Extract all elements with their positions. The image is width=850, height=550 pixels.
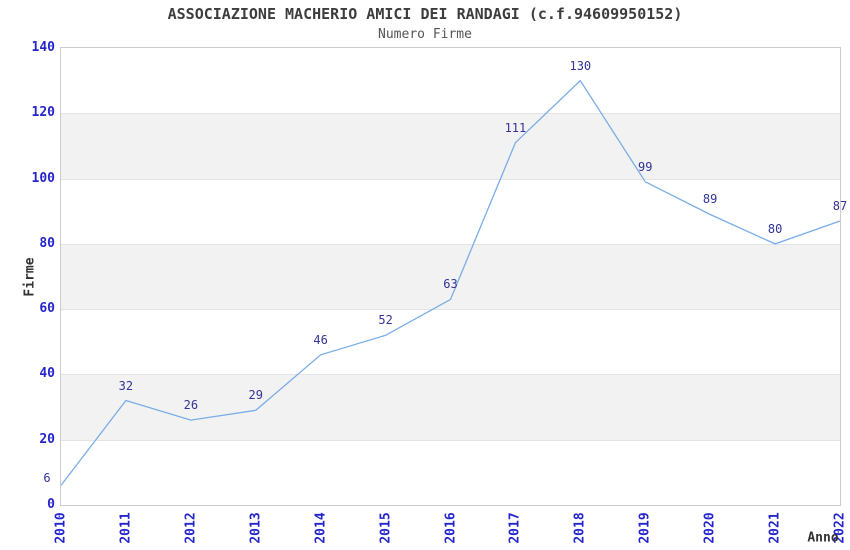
point-value-label: 130 — [569, 58, 592, 73]
point-value-label: 26 — [183, 398, 199, 413]
line-series — [60, 79, 841, 486]
point-value-label: 6 — [43, 471, 51, 486]
x-tick-label: 2019 — [637, 512, 653, 544]
x-tick-label: 2017 — [507, 512, 523, 544]
gridline — [61, 244, 840, 245]
y-tick-label: 140 — [31, 40, 55, 55]
y-tick-label: 20 — [39, 431, 55, 447]
plot-area: 6 32 26 29 46 52 63 111 130 99 89 80 87 — [43, 47, 847, 506]
gridline — [61, 440, 840, 441]
point-value-label: 111 — [504, 120, 527, 135]
gridline — [61, 374, 840, 375]
point-value-label: 87 — [832, 199, 848, 213]
y-tick-label: 100 — [31, 170, 55, 186]
x-tick-label: 2014 — [313, 512, 329, 544]
x-axis-title: Anno — [807, 530, 839, 546]
x-tick-label: 2016 — [443, 512, 458, 544]
point-value-label: 99 — [638, 159, 653, 174]
point-value-label: 63 — [443, 277, 458, 292]
x-tick-label: 2013 — [248, 512, 264, 544]
x-tick-label: 2010 — [53, 512, 69, 544]
point-value-label: 29 — [248, 388, 263, 403]
point-value-label: 46 — [313, 332, 328, 347]
x-tick-label: 2012 — [183, 512, 199, 544]
y-tick-label: 80 — [39, 235, 55, 251]
y-axis-title: Firme — [22, 257, 38, 297]
series-polyline — [60, 79, 841, 486]
point-value-label: 32 — [118, 378, 134, 393]
plot-band — [61, 113, 840, 179]
chart-title: ASSOCIAZIONE MACHERIO AMICI DEI RANDAGI … — [167, 5, 683, 23]
gridline — [61, 113, 840, 114]
point-value-label: 52 — [378, 313, 393, 328]
y-tick-label: 60 — [39, 301, 55, 317]
y-tick-label: 120 — [31, 105, 55, 121]
y-tick-label: 40 — [39, 366, 55, 382]
x-tick-label: 2021 — [767, 512, 783, 544]
x-tick-label: 2018 — [572, 512, 588, 544]
gridline — [61, 179, 840, 180]
plot-band — [61, 374, 840, 440]
point-value-label: 89 — [702, 192, 718, 207]
chart-subtitle: Numero Firme — [378, 27, 472, 42]
gridline — [61, 309, 840, 310]
x-tick-label: 2015 — [378, 512, 394, 544]
x-tick-label: 2011 — [118, 512, 134, 544]
y-tick-label: 0 — [47, 497, 55, 512]
x-tick-label: 2020 — [702, 512, 718, 544]
point-value-label: 80 — [767, 221, 783, 236]
